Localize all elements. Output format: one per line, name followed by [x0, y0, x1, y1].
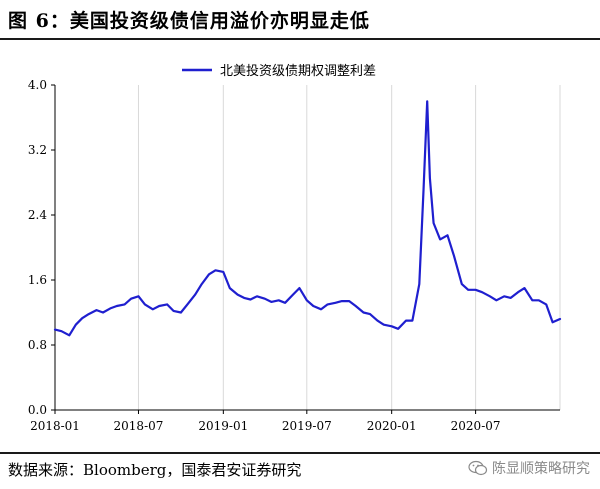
x-tick-label: 2019-07	[282, 419, 332, 433]
watermark: 陈显顺策略研究	[468, 458, 590, 478]
x-tick-label: 2020-07	[451, 419, 501, 433]
grid-lines	[137, 85, 561, 410]
x-tick-label: 2019-01	[198, 419, 248, 433]
y-tick-label: 1.6	[28, 273, 47, 287]
source-note: 数据来源：Bloomberg，国泰君安证券研究	[8, 461, 302, 479]
watermark-text: 陈显顺策略研究	[492, 461, 590, 477]
y-tick-label: 2.4	[28, 208, 47, 222]
wechat-icon	[468, 460, 488, 476]
axes	[54, 85, 560, 411]
y-ticks: 0.0 0.8 1.6 2.4 3.2 4.0	[28, 78, 55, 417]
legend: 北美投资级债期权调整利差	[182, 63, 376, 79]
source-rule	[0, 452, 600, 454]
y-tick-label: 0.8	[28, 338, 47, 352]
figure-title: 图 6：美国投资级债信用溢价亦明显走低	[8, 10, 370, 32]
x-tick-label: 2020-01	[367, 419, 417, 433]
y-tick-label: 3.2	[28, 143, 47, 157]
series-line	[53, 100, 562, 337]
series-layer	[53, 100, 562, 337]
y-tick-label: 4.0	[28, 78, 47, 92]
title-rule	[0, 38, 600, 40]
legend-label: 北美投资级债期权调整利差	[220, 63, 376, 79]
y-tick-label: 0.0	[28, 403, 47, 417]
x-ticks: 2018-01 2018-07 2019-01 2019-07 2020-01 2020-…	[30, 410, 501, 433]
x-tick-label: 2018-01	[30, 419, 80, 433]
x-tick-label: 2018-07	[114, 419, 164, 433]
chart-area: 0.0 0.8 1.6 2.4 3.2 4.0 2018-01 2018-07 2019-01…	[28, 63, 562, 433]
